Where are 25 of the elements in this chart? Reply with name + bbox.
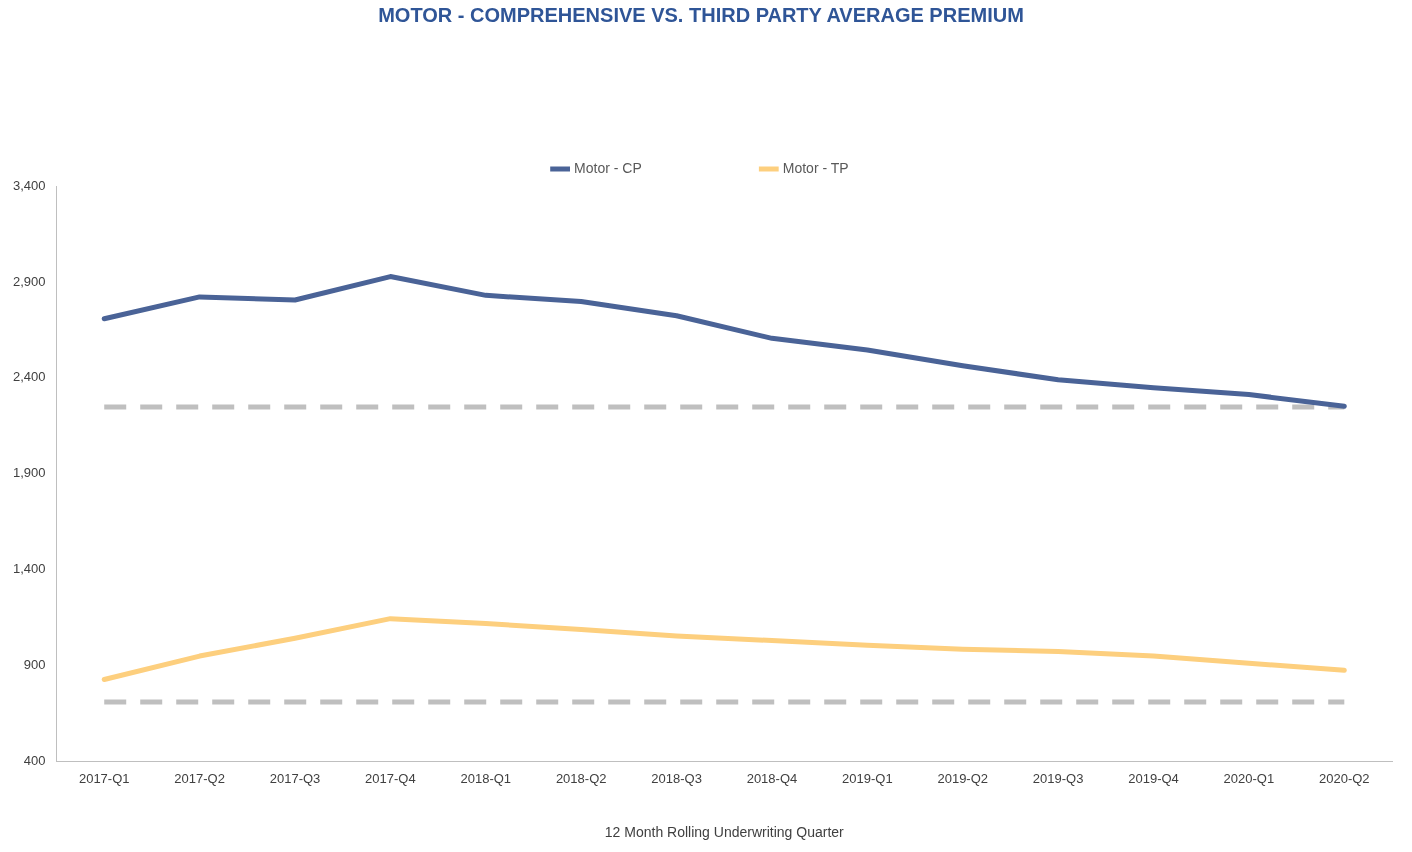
y-tick-label: 400 (23, 753, 46, 769)
x-tick-label: 2017-Q3 (269, 770, 321, 786)
y-tick-label: 3,400 (12, 177, 46, 193)
x-tick-label: 2020-Q2 (1319, 770, 1370, 786)
x-tick-label: 2020-Q1 (1223, 770, 1275, 786)
x-tick-label: 2017-Q1 (78, 770, 130, 786)
y-tick-label: 2,900 (12, 273, 46, 289)
x-tick-label: 2017-Q2 (174, 770, 225, 786)
x-tick-label: 2019-Q4 (1128, 770, 1179, 786)
x-axis-title: 12 Month Rolling Underwriting Quarter (604, 824, 845, 841)
y-tick-label: 1,900 (12, 465, 46, 481)
x-tick-label: 2018-Q4 (746, 770, 798, 786)
x-tick-label: 2018-Q2 (555, 770, 607, 786)
legend-label: Motor - CP (574, 159, 642, 176)
y-tick-label: 2,400 (12, 369, 46, 385)
y-tick-label: 1,400 (12, 561, 46, 577)
y-tick-label: 900 (23, 657, 46, 673)
x-tick-label: 2019-Q2 (937, 770, 989, 786)
x-tick-label: 2019-Q1 (842, 770, 893, 786)
chart-title: MOTOR - COMPREHENSIVE VS. THIRD PARTY AVERAGE PREMIUM (378, 3, 1024, 26)
x-tick-label: 2018-Q3 (651, 770, 702, 786)
x-tick-label: 2018-Q1 (460, 770, 512, 786)
x-tick-label: 2019-Q3 (1032, 770, 1084, 786)
legend-label: Motor - TP (782, 159, 849, 176)
x-tick-label: 2017-Q4 (365, 770, 416, 786)
